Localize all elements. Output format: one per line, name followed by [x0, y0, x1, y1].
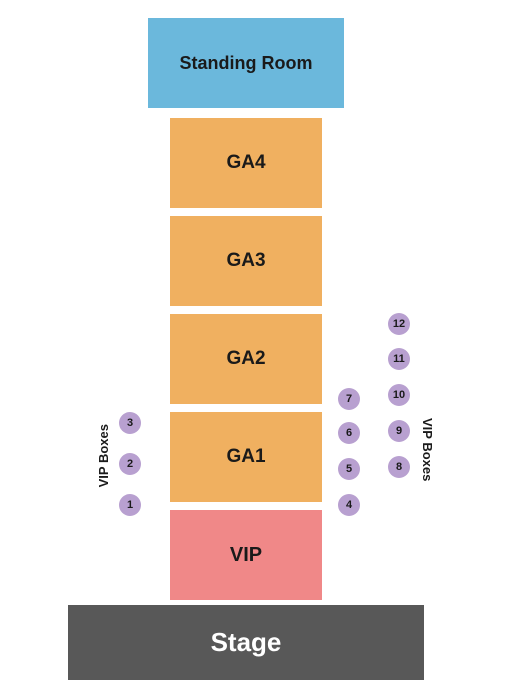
vip-box-1-label: 1 — [127, 499, 133, 511]
vip-box-10-label: 10 — [393, 389, 405, 401]
vip-box-11-label: 11 — [393, 353, 405, 365]
vip-box-7-label: 7 — [346, 393, 352, 405]
ga4-section[interactable]: GA4 — [170, 118, 322, 208]
stage-label: Stage — [211, 627, 282, 658]
vip-box-10[interactable]: 10 — [388, 384, 410, 406]
vip-box-3-label: 3 — [127, 417, 133, 429]
vip-box-8-label: 8 — [396, 461, 402, 473]
vip-box-5-label: 5 — [346, 463, 352, 475]
vip-boxes-left-label: VIP Boxes — [96, 424, 111, 487]
vip-box-9[interactable]: 9 — [388, 420, 410, 442]
vip-box-12-label: 12 — [393, 318, 405, 330]
vip-box-5[interactable]: 5 — [338, 458, 360, 480]
ga2-section[interactable]: GA2 — [170, 314, 322, 404]
vip-box-6[interactable]: 6 — [338, 422, 360, 444]
vip-box-4-label: 4 — [346, 499, 352, 511]
standing-room-label: Standing Room — [180, 53, 313, 74]
ga3-section[interactable]: GA3 — [170, 216, 322, 306]
stage-section: Stage — [68, 605, 424, 680]
vip-box-9-label: 9 — [396, 425, 402, 437]
ga3-label: GA3 — [226, 250, 265, 272]
vip-box-2-label: 2 — [127, 458, 133, 470]
ga4-label: GA4 — [226, 152, 265, 174]
vip-box-12[interactable]: 12 — [388, 313, 410, 335]
vip-section[interactable]: VIP — [170, 510, 322, 600]
vip-box-7[interactable]: 7 — [338, 388, 360, 410]
vip-label: VIP — [230, 544, 262, 567]
vip-box-2[interactable]: 2 — [119, 453, 141, 475]
vip-boxes-right-label: VIP Boxes — [420, 418, 435, 481]
vip-box-3[interactable]: 3 — [119, 412, 141, 434]
ga1-section[interactable]: GA1 — [170, 412, 322, 502]
vip-box-1[interactable]: 1 — [119, 494, 141, 516]
vip-box-4[interactable]: 4 — [338, 494, 360, 516]
ga1-label: GA1 — [226, 446, 265, 468]
standing-room-section[interactable]: Standing Room — [148, 18, 344, 108]
vip-box-6-label: 6 — [346, 427, 352, 439]
vip-box-11[interactable]: 11 — [388, 348, 410, 370]
ga2-label: GA2 — [226, 348, 265, 370]
vip-box-8[interactable]: 8 — [388, 456, 410, 478]
